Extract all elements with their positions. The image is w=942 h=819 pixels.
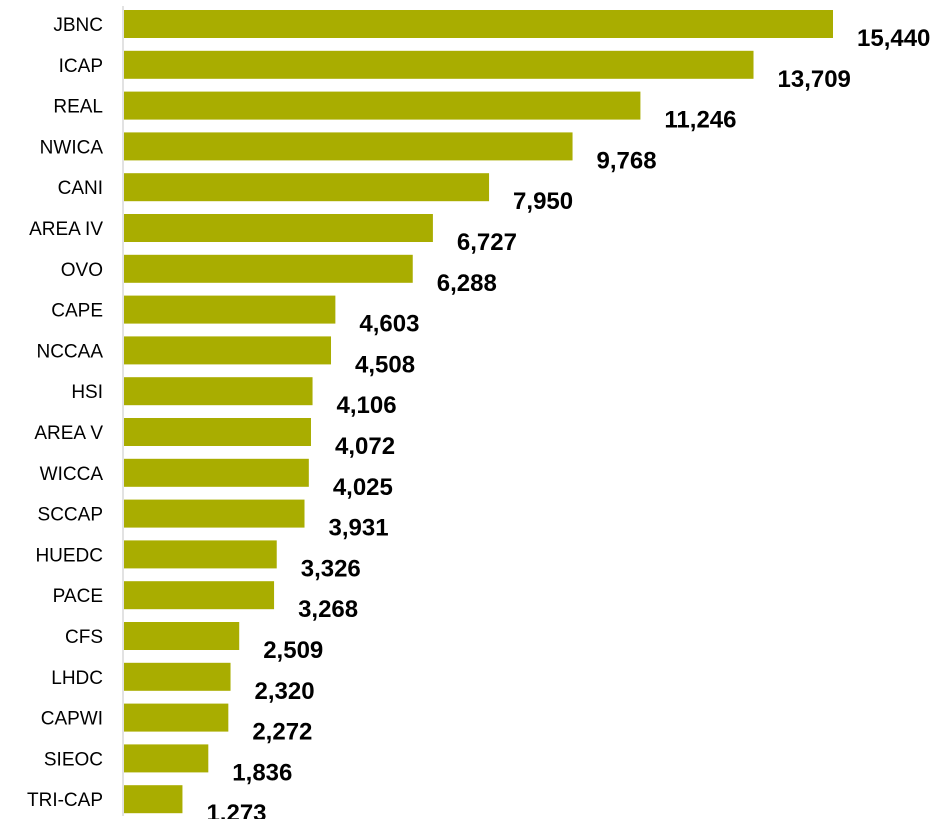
value-label: 9,768 <box>597 147 657 174</box>
value-label: 6,727 <box>457 229 517 256</box>
category-labels-group: JBNC ICAP REAL NWICA CANI AREA IV OVO CAPE NCCAA… <box>27 15 103 811</box>
bar-area-v <box>124 418 311 446</box>
value-label: 15,440 <box>857 25 930 52</box>
category-label: CFS <box>65 627 103 648</box>
value-label: 1,273 <box>206 800 266 819</box>
category-label: SIEOC <box>44 749 103 770</box>
category-label: ICAP <box>59 56 103 77</box>
category-label: AREA IV <box>29 219 103 240</box>
bar-cfs <box>124 622 240 650</box>
category-label: WICCA <box>40 464 104 485</box>
category-label: HSI <box>71 382 103 403</box>
bar-pace <box>124 581 275 610</box>
value-label: 13,709 <box>778 66 851 93</box>
category-label: TRI-CAP <box>27 790 103 811</box>
category-label: CAPWI <box>41 709 103 730</box>
bar-ovo <box>124 254 413 283</box>
category-label: AREA V <box>34 423 103 444</box>
value-label: 1,836 <box>232 759 292 786</box>
bar-cani <box>124 173 490 202</box>
value-label: 4,106 <box>337 392 397 419</box>
bar-real <box>124 91 641 120</box>
value-label: 2,320 <box>255 678 315 705</box>
bar-huedc <box>124 540 277 569</box>
value-label: 4,508 <box>355 351 415 378</box>
category-label: NWICA <box>40 137 104 158</box>
value-label: 4,025 <box>333 474 393 501</box>
value-label: 4,603 <box>359 311 419 338</box>
bar-wicca <box>124 458 309 487</box>
bars-group <box>124 10 833 814</box>
bar-cape <box>124 295 336 324</box>
value-label: 11,246 <box>664 107 736 134</box>
category-label: OVO <box>61 260 103 281</box>
category-label: NCCAA <box>36 341 103 362</box>
bar-jbnc <box>124 10 833 38</box>
bar-sieoc <box>124 744 209 773</box>
category-label: CAPE <box>51 301 103 322</box>
category-label: SCCAP <box>38 505 103 526</box>
category-label: CANI <box>58 178 103 199</box>
value-label: 4,072 <box>335 433 395 460</box>
bar-tri-cap <box>124 785 183 814</box>
bar-icap <box>124 50 754 79</box>
value-label: 3,326 <box>301 555 361 582</box>
bar-capwi <box>124 703 229 732</box>
bar-nwica <box>124 132 573 161</box>
value-label: 3,931 <box>329 515 389 542</box>
bar-lhdc <box>124 662 231 691</box>
category-label: JBNC <box>53 15 103 36</box>
bar-nccaa <box>124 336 332 365</box>
value-label: 2,272 <box>252 719 312 746</box>
value-label: 7,950 <box>513 188 573 215</box>
value-label: 2,509 <box>263 637 323 664</box>
value-label: 6,288 <box>437 270 497 297</box>
category-label: LHDC <box>51 668 103 689</box>
bar-sccap <box>124 499 305 528</box>
value-label: 3,268 <box>298 596 358 623</box>
bar-area-iv <box>124 214 433 242</box>
category-label: PACE <box>53 586 103 607</box>
category-label: REAL <box>53 97 103 118</box>
bar-hsi <box>124 377 313 406</box>
category-label: HUEDC <box>35 545 103 566</box>
